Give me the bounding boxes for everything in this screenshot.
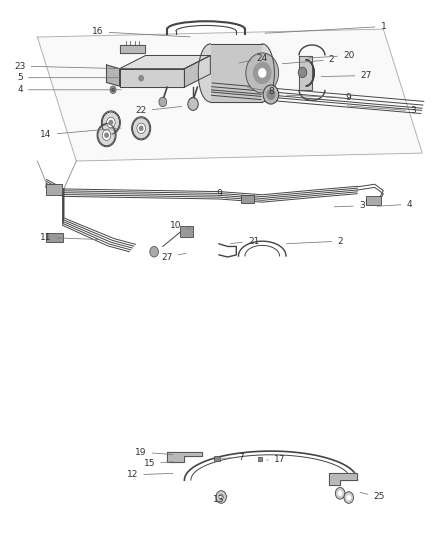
Bar [46,233,64,242]
Circle shape [112,88,114,91]
Circle shape [298,67,307,78]
Circle shape [336,488,345,499]
Circle shape [133,118,150,139]
Text: 5: 5 [17,73,121,82]
Text: 16: 16 [92,27,190,37]
Polygon shape [299,55,312,90]
Circle shape [216,491,226,503]
Circle shape [139,76,143,81]
Polygon shape [329,473,357,486]
Text: 13: 13 [213,495,228,504]
Text: 8: 8 [247,87,274,96]
Circle shape [219,494,223,499]
Polygon shape [120,45,145,53]
Bar [46,184,63,195]
Circle shape [347,495,350,499]
Text: 2: 2 [283,55,334,64]
Circle shape [109,120,113,125]
Circle shape [246,53,279,93]
Text: 11: 11 [40,233,99,242]
Circle shape [263,85,279,104]
Bar [214,456,220,461]
Text: 9: 9 [216,189,228,199]
Bar [366,196,381,205]
Circle shape [102,112,120,133]
Circle shape [344,492,353,503]
Text: 23: 23 [14,62,121,70]
Text: 12: 12 [127,470,173,479]
Text: 22: 22 [135,107,182,116]
Circle shape [106,117,115,128]
Circle shape [188,98,198,110]
Polygon shape [120,69,184,87]
Text: 25: 25 [360,492,385,502]
Circle shape [338,491,342,495]
Text: 3: 3 [334,201,364,211]
Circle shape [150,246,159,257]
Text: 4: 4 [378,200,412,209]
Text: 27: 27 [321,71,372,80]
Polygon shape [262,44,274,102]
Text: 4: 4 [17,85,121,94]
Text: 3: 3 [347,106,417,116]
Text: 21: 21 [230,237,259,246]
Polygon shape [167,452,202,462]
Text: 15: 15 [144,459,173,468]
Text: 9: 9 [286,93,352,102]
Circle shape [139,126,143,131]
Circle shape [98,125,115,146]
Circle shape [102,130,111,140]
Polygon shape [198,44,210,102]
Text: 10: 10 [170,221,191,230]
Text: 7: 7 [222,453,244,462]
Bar [180,227,193,237]
Polygon shape [106,65,120,86]
Circle shape [110,86,116,93]
Text: 24: 24 [239,54,268,63]
Text: 20: 20 [308,51,354,60]
Circle shape [267,90,275,99]
Circle shape [254,62,271,84]
Text: 14: 14 [40,128,121,139]
Polygon shape [120,55,210,69]
Bar [258,457,262,461]
Bar [240,195,254,203]
Circle shape [259,69,266,77]
Text: 17: 17 [267,455,285,464]
Circle shape [105,133,108,138]
Text: 1: 1 [265,22,386,33]
Text: 27: 27 [162,253,186,262]
Circle shape [189,97,197,107]
Text: 2: 2 [286,237,343,246]
Circle shape [159,97,167,107]
Text: 19: 19 [135,448,173,457]
Polygon shape [37,29,422,161]
Polygon shape [184,55,210,87]
Polygon shape [210,44,262,102]
Circle shape [137,123,145,134]
